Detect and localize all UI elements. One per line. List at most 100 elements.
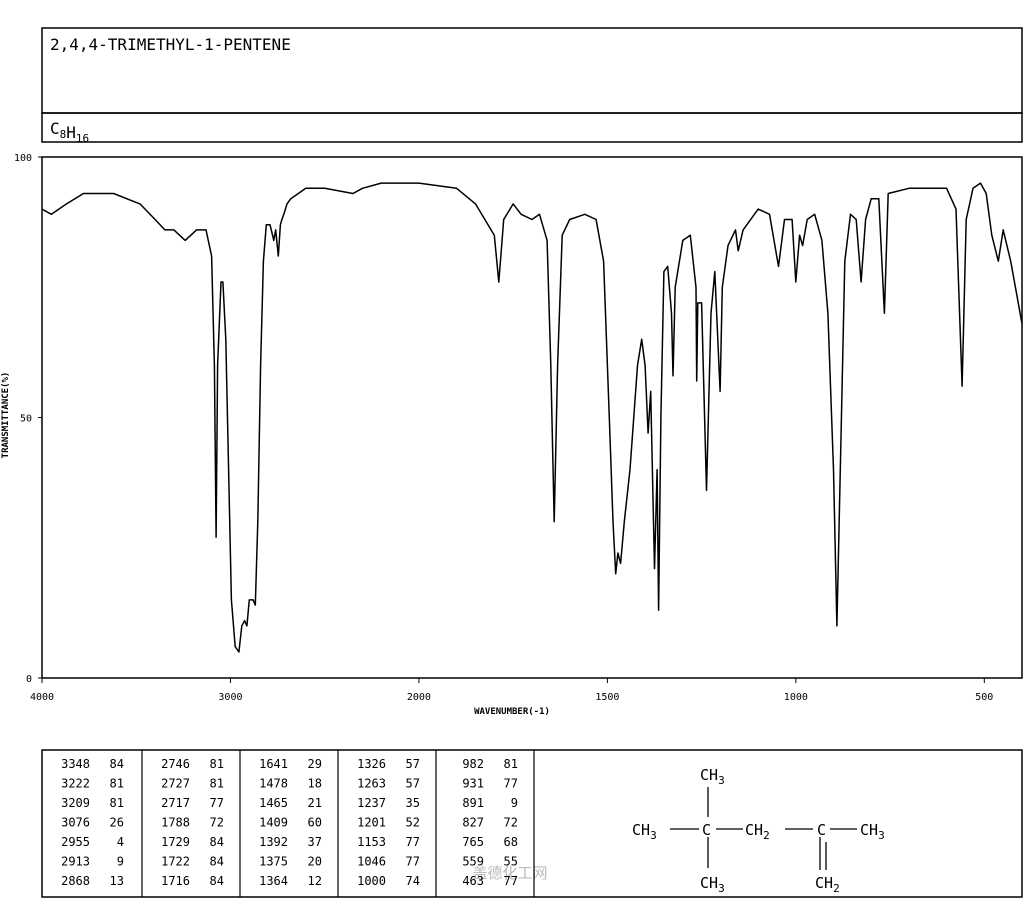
peak-wavenumber: 1000 [357, 874, 386, 888]
peak-transmittance: 84 [210, 835, 224, 849]
peak-transmittance: 74 [406, 874, 420, 888]
atom-subscript: 3 [650, 829, 657, 842]
y-tick-label: 100 [14, 153, 32, 164]
peak-transmittance: 72 [210, 816, 224, 830]
x-tick-label: 4000 [30, 692, 54, 703]
peak-transmittance: 13 [110, 874, 124, 888]
y-tick-label: 50 [20, 414, 32, 425]
peak-wavenumber: 2955 [61, 835, 90, 849]
peak-wavenumber: 1375 [259, 855, 288, 869]
atom-symbol: CH [700, 874, 718, 892]
peak-transmittance: 57 [406, 777, 420, 791]
atom-symbol: CH [700, 766, 718, 784]
formula-box [41, 112, 1023, 143]
atom-symbol: CH [632, 821, 650, 839]
atom-subscript: 2 [763, 829, 770, 842]
x-tick-label: 2000 [407, 692, 431, 703]
peak-wavenumber: 463 [462, 874, 484, 888]
peak-wavenumber: 1237 [357, 796, 386, 810]
formula-element: C [50, 119, 60, 138]
atom-label: CH3 [700, 766, 725, 787]
atom-label: CH2 [815, 874, 840, 895]
x-tick-label: 500 [975, 692, 993, 703]
atom-label: C [817, 821, 826, 839]
x-tick-label: 1000 [784, 692, 808, 703]
peak-wavenumber: 2913 [61, 855, 90, 869]
atom-subscript: 2 [833, 882, 840, 895]
peak-transmittance: 55 [504, 855, 518, 869]
peak-transmittance: 20 [308, 855, 322, 869]
peak-wavenumber: 1263 [357, 777, 386, 791]
spectrum-line [41, 182, 1023, 653]
peak-wavenumber: 765 [462, 835, 484, 849]
peak-wavenumber: 931 [462, 777, 484, 791]
peak-transmittance: 18 [308, 777, 322, 791]
peak-transmittance: 9 [511, 796, 518, 810]
atom-symbol: C [817, 821, 826, 839]
peak-transmittance: 81 [210, 757, 224, 771]
peak-wavenumber: 1046 [357, 855, 386, 869]
peak-wavenumber: 982 [462, 757, 484, 771]
peak-transmittance: 81 [210, 777, 224, 791]
peak-wavenumber: 1722 [161, 855, 190, 869]
peak-wavenumber: 1364 [259, 874, 288, 888]
atom-label: C [702, 821, 711, 839]
peak-table-box [41, 749, 1023, 898]
watermark: 盖德化工网 [472, 864, 547, 882]
peak-wavenumber: 1641 [259, 757, 288, 771]
peak-wavenumber: 3348 [61, 757, 90, 771]
atom-label: CH2 [745, 821, 770, 842]
atom-subscript: 3 [718, 774, 725, 787]
peak-transmittance: 81 [110, 777, 124, 791]
peak-wavenumber: 1465 [259, 796, 288, 810]
peak-transmittance: 57 [406, 757, 420, 771]
peak-transmittance: 81 [110, 796, 124, 810]
peak-wavenumber: 891 [462, 796, 484, 810]
peak-wavenumber: 827 [462, 816, 484, 830]
formula-subscript: 8 [60, 128, 67, 141]
atom-label: CH3 [632, 821, 657, 842]
peak-transmittance: 9 [117, 855, 124, 869]
y-tick-label: 0 [26, 674, 32, 685]
peak-transmittance: 21 [308, 796, 322, 810]
atom-symbol: CH [815, 874, 833, 892]
peak-wavenumber: 2746 [161, 757, 190, 771]
peak-wavenumber: 1409 [259, 816, 288, 830]
peak-wavenumber: 2717 [161, 796, 190, 810]
peak-transmittance: 68 [504, 835, 518, 849]
x-tick-label: 3000 [218, 692, 242, 703]
y-axis-label: TRANSMITTANCE(%) [1, 372, 11, 459]
peak-transmittance: 12 [308, 874, 322, 888]
peak-transmittance: 37 [308, 835, 322, 849]
x-tick-label: 1500 [595, 692, 619, 703]
formula: C8H16 [50, 119, 89, 145]
peak-wavenumber: 3222 [61, 777, 90, 791]
atom-symbol: CH [745, 821, 763, 839]
compound-name: 2,4,4-TRIMETHYL-1-PENTENE [50, 35, 291, 54]
peak-transmittance: 29 [308, 757, 322, 771]
peak-wavenumber: 1478 [259, 777, 288, 791]
peak-wavenumber: 1788 [161, 816, 190, 830]
peak-wavenumber: 3076 [61, 816, 90, 830]
atom-symbol: C [702, 821, 711, 839]
atom-subscript: 3 [718, 882, 725, 895]
peak-wavenumber: 1716 [161, 874, 190, 888]
peak-transmittance: 77 [504, 777, 518, 791]
peak-wavenumber: 2868 [61, 874, 90, 888]
peak-transmittance: 84 [110, 757, 124, 771]
peak-transmittance: 35 [406, 796, 420, 810]
peak-wavenumber: 1729 [161, 835, 190, 849]
peak-transmittance: 77 [210, 796, 224, 810]
peak-transmittance: 84 [210, 874, 224, 888]
peak-wavenumber: 1392 [259, 835, 288, 849]
peak-transmittance: 84 [210, 855, 224, 869]
atom-subscript: 3 [878, 829, 885, 842]
formula-element: H [66, 123, 76, 142]
peak-transmittance: 26 [110, 816, 124, 830]
peak-transmittance: 77 [406, 835, 420, 849]
atom-label: CH3 [700, 874, 725, 895]
peak-wavenumber: 2727 [161, 777, 190, 791]
formula-subscript: 16 [76, 132, 89, 145]
x-axis-label: WAVENUMBER(-1) [474, 707, 550, 717]
